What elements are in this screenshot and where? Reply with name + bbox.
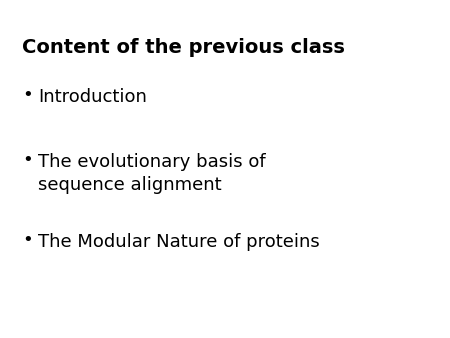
Text: The evolutionary basis of
sequence alignment: The evolutionary basis of sequence align… — [38, 153, 266, 194]
Text: •: • — [22, 151, 33, 169]
Text: •: • — [22, 86, 33, 104]
Text: •: • — [22, 231, 33, 249]
Text: The Modular Nature of proteins: The Modular Nature of proteins — [38, 233, 320, 251]
Text: Introduction: Introduction — [38, 88, 147, 106]
Text: Content of the previous class: Content of the previous class — [22, 38, 345, 57]
